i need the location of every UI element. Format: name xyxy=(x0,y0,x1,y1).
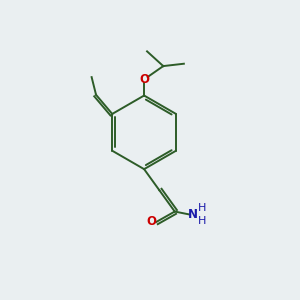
Text: O: O xyxy=(147,215,157,228)
Text: H: H xyxy=(198,203,206,213)
Text: O: O xyxy=(139,73,149,86)
Text: N: N xyxy=(188,208,198,221)
Text: H: H xyxy=(198,216,206,226)
